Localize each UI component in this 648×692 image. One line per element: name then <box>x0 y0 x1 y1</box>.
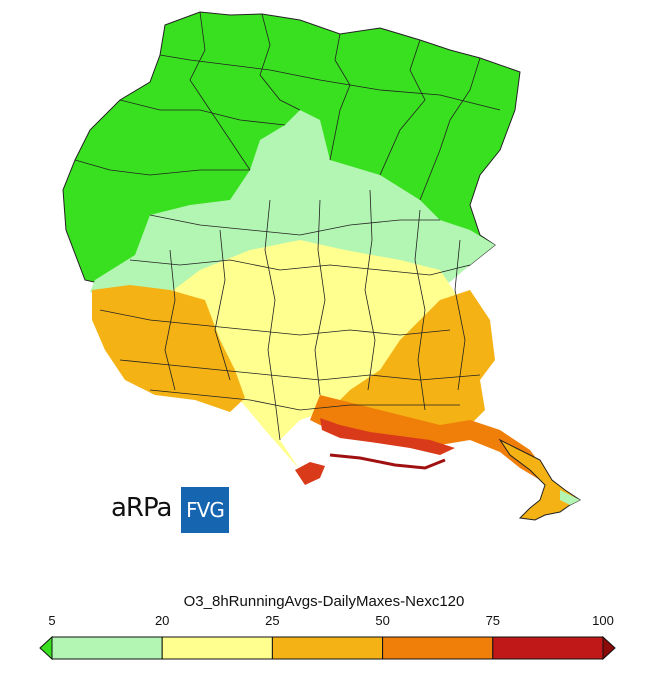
lagoon-strip <box>329 453 446 470</box>
legend-title: O3_8hRunningAvgs-DailyMaxes-Nexc120 <box>183 593 465 610</box>
legend-tick-25: 25 <box>265 613 280 628</box>
legend-tick-5: 5 <box>48 613 56 628</box>
lagoon-west <box>295 462 325 485</box>
arpa-fvg-logo: aRPa FVG <box>111 487 231 535</box>
legend-bin-50-75 <box>382 636 494 660</box>
territory-lightgreen <box>90 110 495 300</box>
legend-bin-5-20 <box>51 636 163 660</box>
legend-bin-25-50 <box>271 636 384 660</box>
legend-tick-20: 20 <box>154 613 170 628</box>
region-map <box>62 11 581 521</box>
legend-over-arrow <box>602 635 616 661</box>
territory-orange-east <box>330 290 495 440</box>
territory-yellow <box>160 240 460 470</box>
territory-coast-darkorange <box>310 395 545 480</box>
legend-under-arrow <box>39 635 53 661</box>
logo-fvg-box: FVG <box>181 487 229 533</box>
logo-arpa-text: aRPa <box>111 493 172 523</box>
peninsula-tip <box>560 490 580 505</box>
territory-coast-red <box>320 418 455 455</box>
municipal-borders <box>74 11 501 441</box>
legend-tick-75: 75 <box>485 613 501 628</box>
territory-orange-west <box>92 285 245 412</box>
color-legend <box>39 635 616 661</box>
legend-bin-20-25 <box>161 636 273 660</box>
legend-tick-50: 50 <box>375 613 390 628</box>
legend-bin-75-100 <box>492 636 604 660</box>
territory-peninsula <box>498 438 581 521</box>
legend-tick-100: 100 <box>592 613 614 628</box>
